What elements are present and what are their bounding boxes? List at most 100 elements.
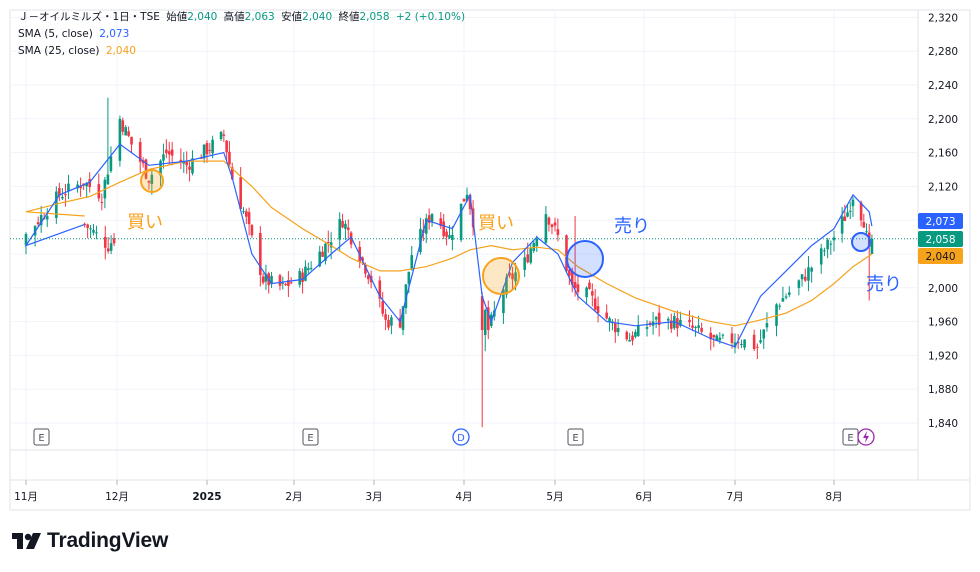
candle[interactable] <box>743 339 746 351</box>
candle[interactable] <box>550 223 554 235</box>
candle[interactable] <box>366 274 370 285</box>
candle[interactable] <box>281 276 285 290</box>
candle[interactable] <box>384 308 387 331</box>
candle[interactable] <box>326 230 330 253</box>
candle[interactable] <box>92 224 95 236</box>
candle[interactable] <box>109 235 113 255</box>
candle[interactable] <box>124 125 128 136</box>
candle[interactable] <box>103 225 107 260</box>
candle[interactable] <box>167 141 171 166</box>
candle[interactable] <box>800 273 804 287</box>
sma25-legend[interactable]: SMA (25, close) 2,040 <box>18 44 139 58</box>
candle[interactable] <box>778 303 782 310</box>
candle[interactable] <box>138 138 142 173</box>
candle[interactable] <box>306 262 310 274</box>
candle[interactable] <box>688 310 691 328</box>
candle[interactable] <box>270 272 273 289</box>
candle[interactable] <box>565 234 568 273</box>
earnings-marker[interactable]: E <box>33 428 50 446</box>
candle[interactable] <box>666 316 670 330</box>
candle[interactable] <box>398 308 402 329</box>
candle[interactable] <box>442 214 445 240</box>
candle[interactable] <box>261 272 265 285</box>
earnings-marker[interactable]: E <box>842 428 859 446</box>
candle[interactable] <box>381 292 385 317</box>
candle[interactable] <box>89 224 92 239</box>
candle[interactable] <box>439 212 443 230</box>
candle[interactable] <box>862 213 866 228</box>
candle[interactable] <box>462 198 466 202</box>
candle[interactable] <box>657 305 661 337</box>
candle[interactable] <box>523 249 526 277</box>
flash-event-icon[interactable] <box>857 428 875 446</box>
candle[interactable] <box>568 267 571 285</box>
candle[interactable] <box>819 243 823 274</box>
candle[interactable] <box>24 232 28 255</box>
candle[interactable] <box>670 313 673 333</box>
candle[interactable] <box>721 333 725 339</box>
candle[interactable] <box>781 286 785 302</box>
candle[interactable] <box>829 240 833 255</box>
candle[interactable] <box>205 140 209 163</box>
candle[interactable] <box>338 212 342 251</box>
candle[interactable] <box>759 329 762 344</box>
candle[interactable] <box>445 228 448 246</box>
candle[interactable] <box>628 333 631 342</box>
candle[interactable] <box>593 288 597 312</box>
candle[interactable] <box>784 293 788 300</box>
candle[interactable] <box>85 181 88 199</box>
candle[interactable] <box>848 201 852 220</box>
candle[interactable] <box>79 177 82 197</box>
candle[interactable] <box>182 152 186 173</box>
candle[interactable] <box>247 207 251 236</box>
candle[interactable] <box>242 207 245 214</box>
candle[interactable] <box>228 141 231 166</box>
candle[interactable] <box>86 223 89 239</box>
candle[interactable] <box>608 316 611 332</box>
candle[interactable] <box>654 315 658 329</box>
candle[interactable] <box>459 203 463 243</box>
sma5-legend[interactable]: SMA (5, close) 2,073 <box>18 27 132 41</box>
candle[interactable] <box>691 315 694 332</box>
candle[interactable] <box>239 167 242 210</box>
candle[interactable] <box>321 246 324 257</box>
candle[interactable] <box>100 193 104 211</box>
candle[interactable] <box>826 238 829 259</box>
candle[interactable] <box>588 279 591 290</box>
candle[interactable] <box>298 268 302 288</box>
candle[interactable] <box>185 151 188 174</box>
candle[interactable] <box>832 230 836 252</box>
candle[interactable] <box>756 343 759 360</box>
candle[interactable] <box>264 264 268 290</box>
candle[interactable] <box>45 208 49 228</box>
candle[interactable] <box>865 223 868 235</box>
candle[interactable] <box>547 216 551 232</box>
candle[interactable] <box>430 213 434 227</box>
candle[interactable] <box>188 161 191 182</box>
symbol-title[interactable]: Ｊ－オイルミルズ・1日・TSE <box>18 11 160 23</box>
candle[interactable] <box>762 328 766 349</box>
earnings-marker[interactable]: E <box>302 428 319 446</box>
candle[interactable] <box>324 242 327 265</box>
candle[interactable] <box>222 129 226 142</box>
candle[interactable] <box>532 239 536 253</box>
candle[interactable] <box>144 158 148 180</box>
candle[interactable] <box>870 234 874 254</box>
candle[interactable] <box>141 157 145 168</box>
candle[interactable] <box>162 143 165 169</box>
candle[interactable] <box>304 260 307 282</box>
candle[interactable] <box>553 217 557 232</box>
candle[interactable] <box>573 215 577 297</box>
candle[interactable] <box>150 168 154 195</box>
candle[interactable] <box>851 196 855 217</box>
candle[interactable] <box>480 292 484 428</box>
candle[interactable] <box>634 329 637 339</box>
candle[interactable] <box>97 173 101 202</box>
candle[interactable] <box>846 204 849 218</box>
candle[interactable] <box>55 186 58 224</box>
candle[interactable] <box>631 331 634 346</box>
candle[interactable] <box>645 320 649 337</box>
candle[interactable] <box>797 279 801 296</box>
candle[interactable] <box>130 136 133 154</box>
candle[interactable] <box>740 339 743 349</box>
